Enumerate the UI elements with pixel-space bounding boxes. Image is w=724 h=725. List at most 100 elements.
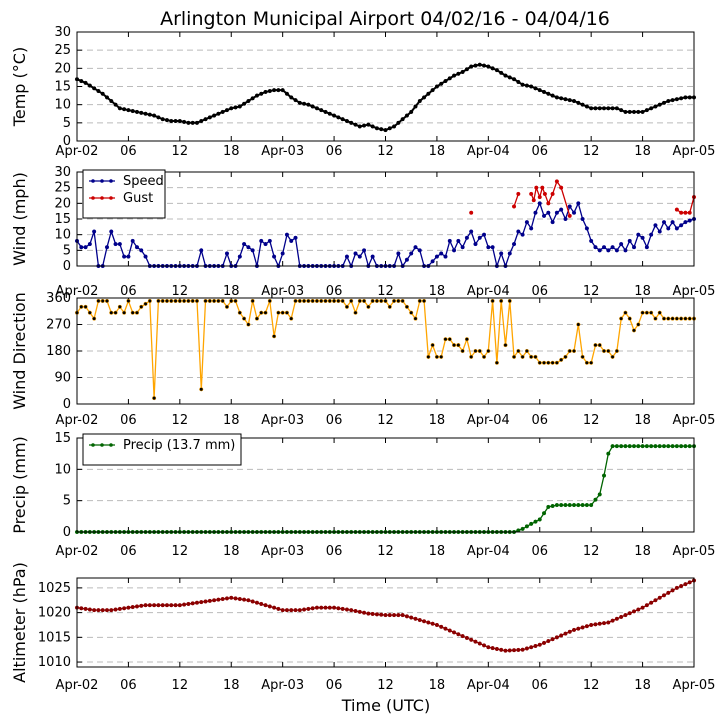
- data-point: [242, 101, 247, 106]
- data-point: [542, 191, 547, 196]
- data-point: [593, 497, 598, 502]
- data-point: [584, 360, 589, 365]
- data-point: [113, 242, 118, 247]
- legend-box: [82, 433, 242, 466]
- data-point: [426, 354, 431, 359]
- data-point: [520, 647, 525, 652]
- data-point: [670, 98, 675, 103]
- data-point: [417, 248, 422, 253]
- data-point: [541, 640, 547, 645]
- data-point: [516, 191, 521, 196]
- x-tick-label: 18: [634, 144, 651, 159]
- data-point: [533, 643, 538, 649]
- legend-marker: [91, 179, 95, 183]
- panel-altimeter: 1010 1015 1020 1025 Apr-02 06 12 18 Apr-03 06 12 18…: [10, 562, 715, 693]
- data-point: [400, 298, 405, 303]
- data-point: [396, 251, 401, 256]
- y-tick-label: 15: [54, 431, 71, 446]
- data-point: [687, 210, 692, 215]
- data-point: [537, 88, 542, 93]
- data-point: [92, 86, 97, 91]
- plot-frame: [76, 171, 695, 267]
- data-point: [79, 245, 84, 250]
- data-point: [332, 298, 337, 303]
- data-point: [541, 511, 547, 516]
- data-point: [529, 191, 534, 196]
- x-tick-label: 12: [172, 413, 189, 428]
- data-point: [246, 245, 251, 250]
- data-point: [554, 95, 559, 100]
- data-point: [610, 618, 615, 623]
- x-tick-label: Apr-04: [467, 544, 510, 559]
- data-point: [580, 216, 585, 222]
- data-point: [169, 118, 174, 124]
- data-point: [627, 444, 632, 449]
- data-point: [177, 603, 182, 608]
- x-tick-label: 18: [634, 544, 651, 559]
- data-point: [653, 104, 658, 109]
- data-point: [563, 354, 568, 359]
- x-tick-label: Apr-02: [56, 144, 99, 159]
- data-point: [396, 298, 401, 303]
- series-wind_dir-0: [74, 298, 697, 401]
- data-point: [220, 298, 225, 303]
- x-tick-label: 06: [120, 544, 137, 559]
- plot-frame: [76, 297, 695, 405]
- data-point: [147, 603, 152, 608]
- data-point: [666, 226, 671, 231]
- data-point: [576, 201, 581, 206]
- data-point: [499, 647, 504, 652]
- data-point: [109, 98, 114, 104]
- data-point: [674, 444, 679, 449]
- x-tick-label: Apr-02: [56, 678, 99, 693]
- data-point: [126, 254, 131, 259]
- data-point: [571, 348, 577, 354]
- data-point: [302, 607, 307, 612]
- data-point: [353, 251, 358, 256]
- data-point: [160, 603, 165, 608]
- data-point: [280, 251, 285, 256]
- data-point: [550, 220, 555, 225]
- data-point: [606, 620, 611, 625]
- data-point: [464, 67, 469, 72]
- y-tick-label: 5: [63, 494, 71, 509]
- x-tick-label: 06: [531, 678, 548, 693]
- data-point: [117, 106, 122, 111]
- data-point: [83, 606, 88, 611]
- data-point: [456, 238, 461, 243]
- data-point: [619, 242, 624, 247]
- data-point: [469, 229, 474, 234]
- data-point: [559, 357, 564, 362]
- data-point: [640, 310, 645, 315]
- data-point: [302, 298, 307, 303]
- data-point: [636, 444, 641, 449]
- data-point: [353, 122, 358, 127]
- x-tick-label: 06: [531, 413, 548, 428]
- data-point: [627, 238, 632, 243]
- data-point: [537, 517, 542, 522]
- data-point: [589, 622, 594, 628]
- data-point: [679, 583, 684, 589]
- legend-marker: [91, 196, 95, 200]
- x-tick-label: 12: [377, 544, 394, 559]
- data-point: [122, 254, 127, 259]
- y-tick-label: 0: [63, 134, 71, 149]
- data-point: [494, 646, 499, 652]
- data-point: [653, 223, 658, 228]
- data-point: [644, 603, 649, 608]
- data-point: [392, 124, 397, 129]
- data-point: [366, 304, 371, 309]
- data-point: [117, 606, 122, 611]
- data-point: [524, 83, 529, 88]
- data-point: [220, 109, 225, 114]
- x-tick-label: 06: [531, 544, 548, 559]
- data-point: [546, 91, 551, 96]
- data-point: [443, 79, 448, 84]
- data-point: [156, 115, 161, 120]
- data-point: [674, 207, 679, 212]
- data-point: [426, 620, 431, 625]
- data-point: [481, 643, 487, 648]
- x-tick-label: 06: [120, 678, 137, 693]
- data-point: [96, 608, 101, 613]
- data-point: [464, 635, 469, 641]
